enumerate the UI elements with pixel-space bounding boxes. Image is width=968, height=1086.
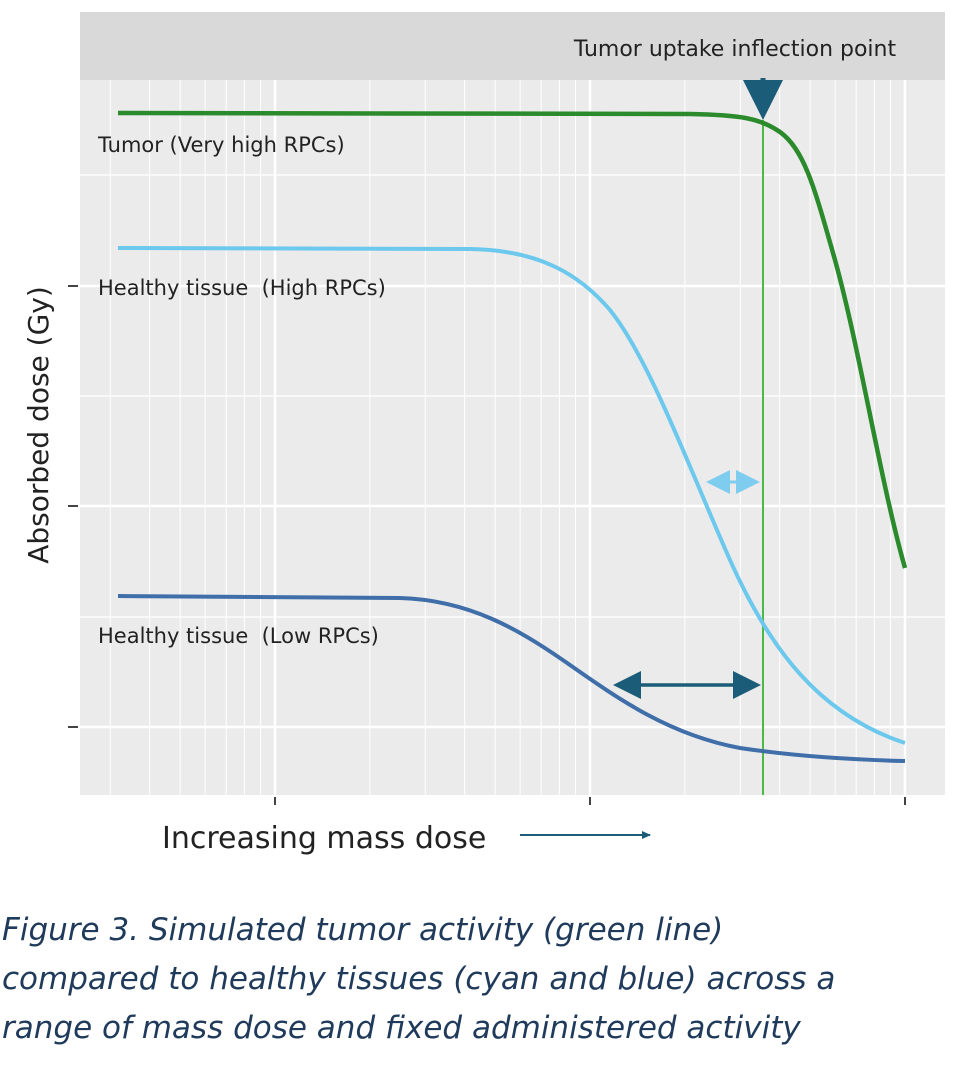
x-axis-label: Increasing mass dose bbox=[162, 821, 486, 856]
curve-label: Healthy tissue (Low RPCs) bbox=[98, 624, 379, 648]
grid bbox=[80, 80, 945, 795]
low-rpc-curve bbox=[117, 594, 906, 763]
curve-label: Healthy tissue (High RPCs) bbox=[98, 276, 386, 300]
ticks bbox=[68, 285, 906, 805]
caption-line: compared to healthy tissues (cyan and bl… bbox=[2, 961, 835, 997]
caption-line: range of mass dose and fixed administere… bbox=[2, 1010, 801, 1046]
header-strip bbox=[80, 12, 945, 80]
header-title: Tumor uptake inflection point bbox=[573, 37, 897, 62]
caption-line: Figure 3. Simulated tumor activity (gree… bbox=[2, 912, 723, 948]
y-axis-label: Absorbed dose (Gy) bbox=[22, 286, 55, 564]
high-rpc-curve bbox=[117, 246, 906, 745]
curve-label: Tumor (Very high RPCs) bbox=[97, 133, 345, 157]
